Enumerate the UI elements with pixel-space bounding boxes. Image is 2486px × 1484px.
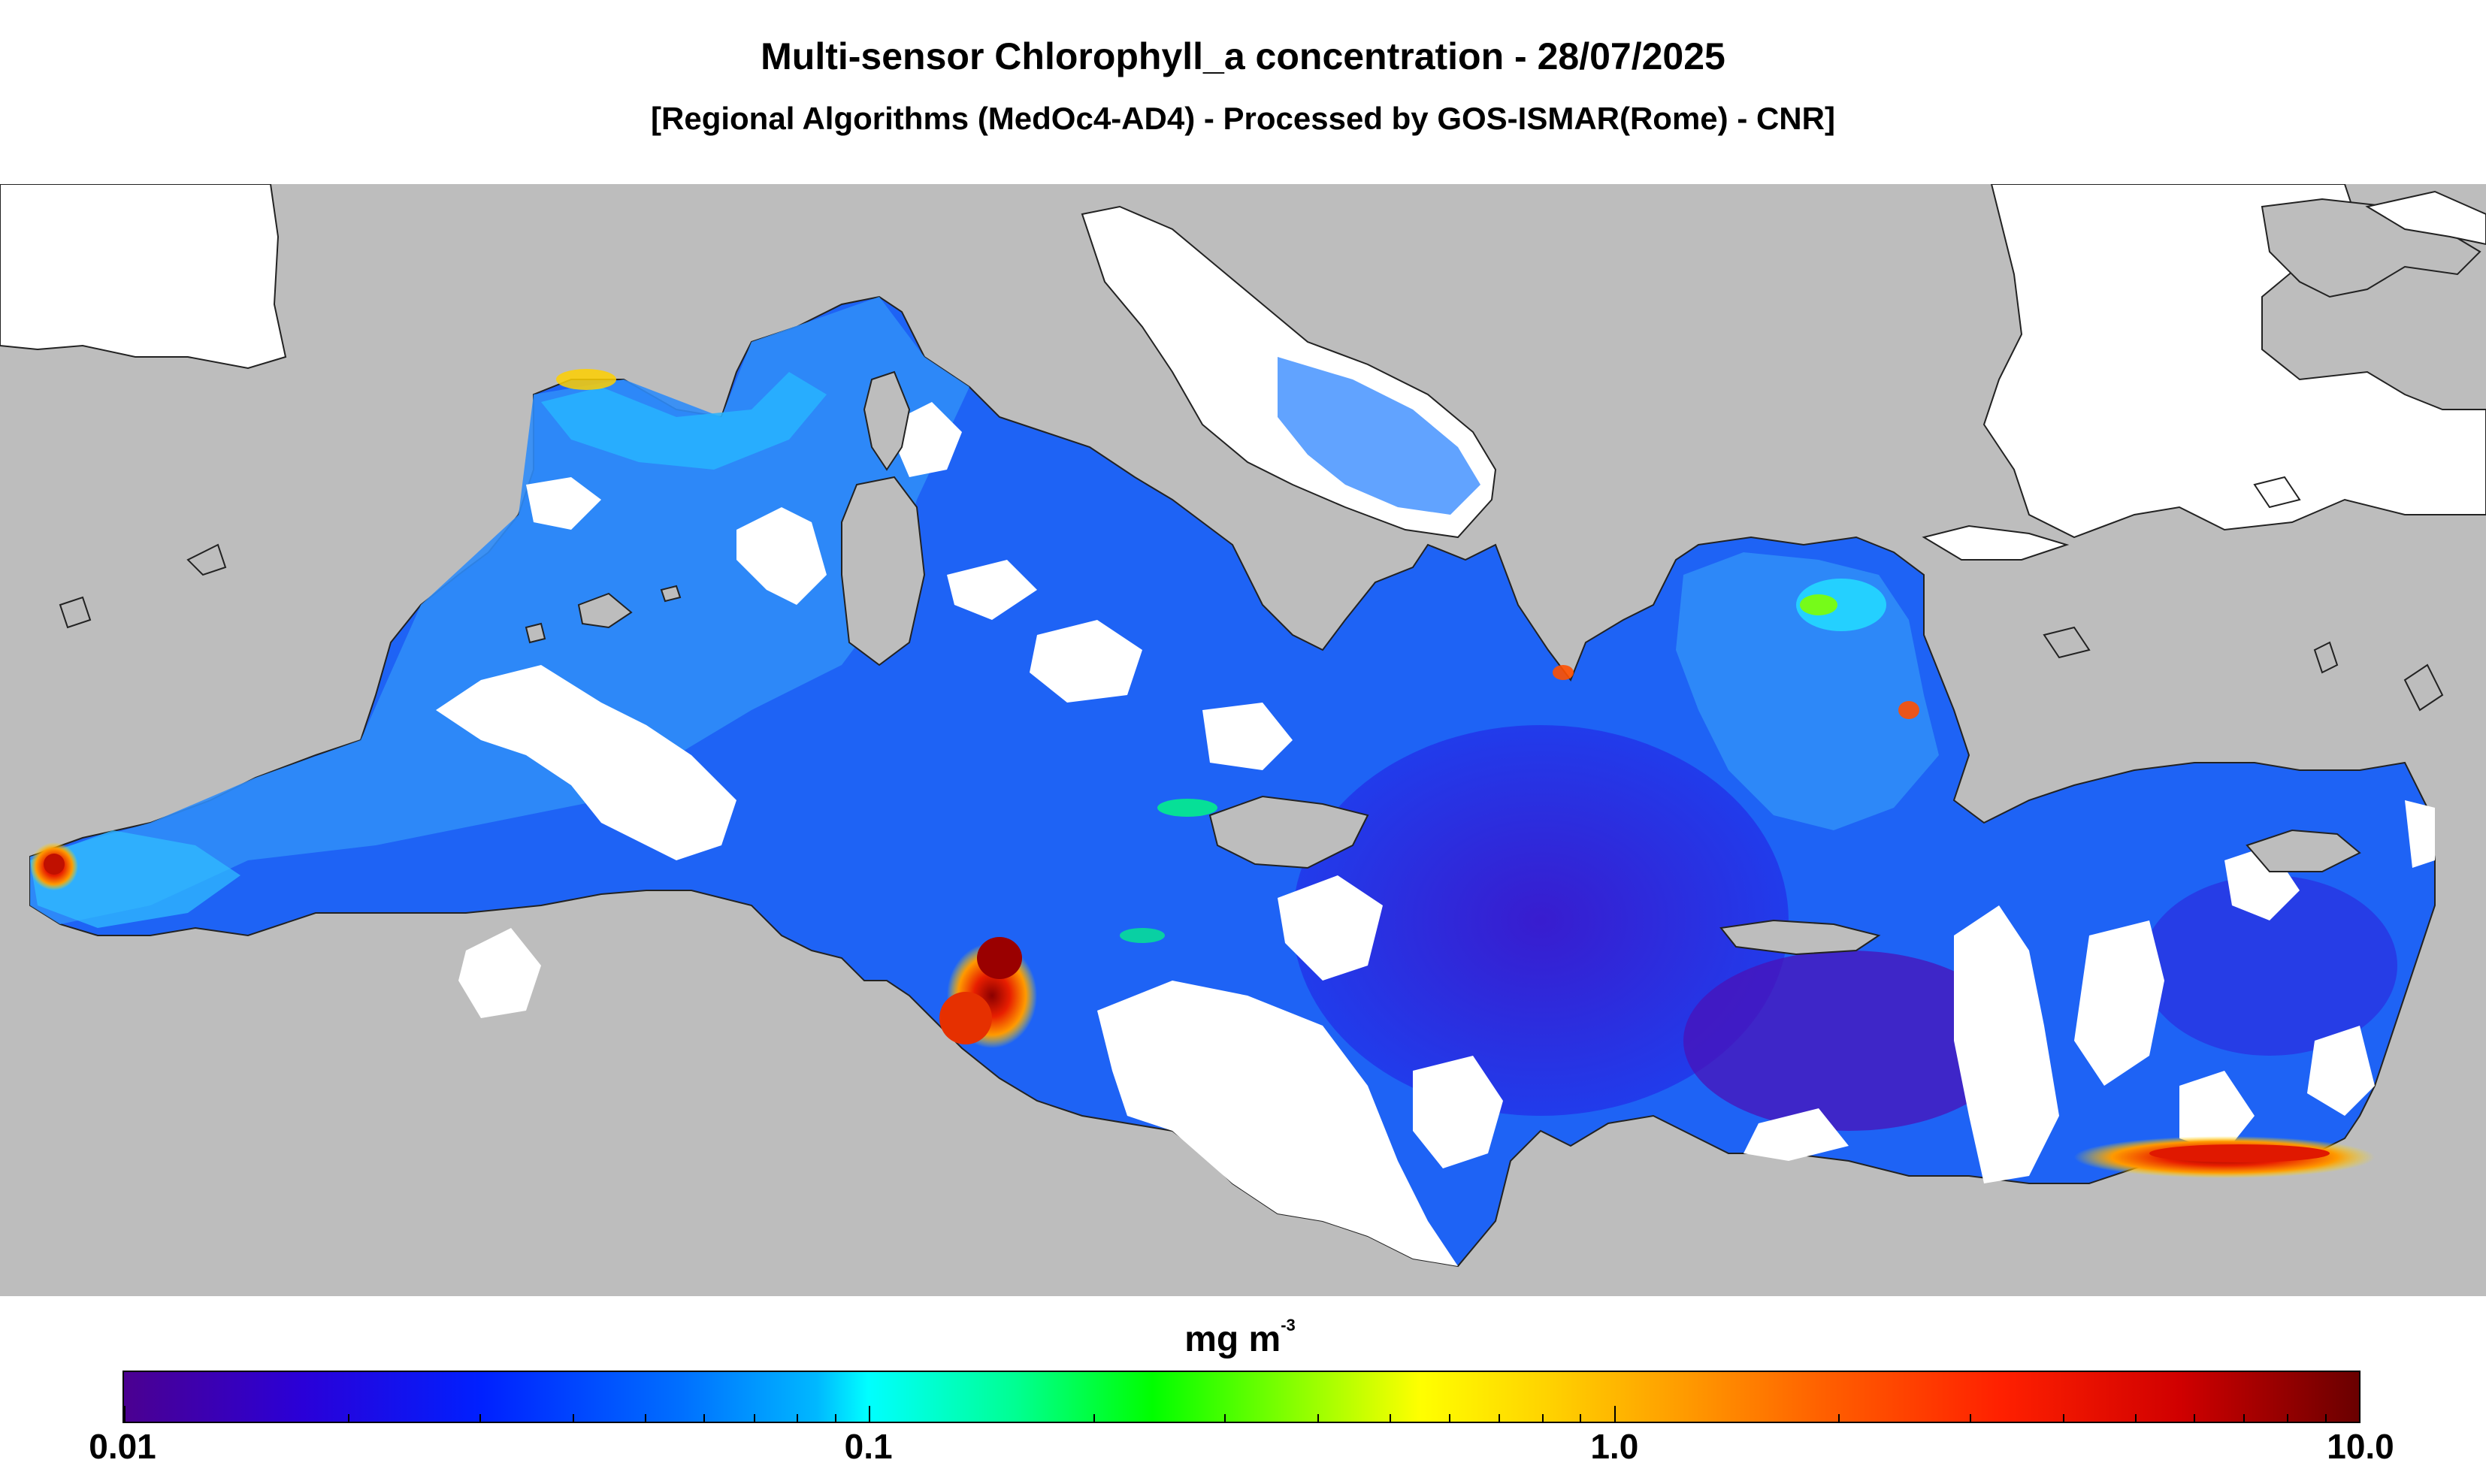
colorbar-minor-tick [1390,1414,1392,1422]
islands [525,370,2361,956]
colorbar-minor-tick [1541,1414,1544,1422]
no-data-patches [436,402,2435,1266]
colorbar-unit: mg m-3 [1184,1316,1296,1359]
colorbar-minor-tick [834,1414,836,1422]
colorbar-minor-tick [572,1414,574,1422]
colorbar-minor-tick [2286,1414,2288,1422]
colorbar-minor-tick [797,1414,799,1422]
colorbar-minor-tick [479,1414,481,1422]
colorbar-label: 10.0 [2327,1427,2394,1466]
sea-of-marmara [1922,524,2070,561]
map-subtitle: [Regional Algorithms (MedOc4-AD4) - Proc… [651,101,1835,136]
levantine-oligotrophic [1683,951,2014,1131]
colorbar-minor-tick [1448,1414,1450,1422]
colorbar-major-tick [124,1406,126,1422]
coastal-blooms [30,369,2375,1178]
black-sea [1982,184,2486,539]
sardinia [841,476,926,666]
colorbar [122,1371,2360,1423]
ionian-oligotrophic [1293,725,1789,1116]
colorbar-minor-tick [703,1414,706,1422]
colorbar-minor-tick [348,1414,350,1422]
colorbar-label: 0.1 [844,1427,893,1466]
land-outlines [59,476,2444,712]
colorbar-major-tick [1613,1406,1616,1422]
alboran-cyan [30,830,240,928]
colorbar-minor-tick [753,1414,755,1422]
corsica [863,370,911,471]
colorbar-minor-tick [2194,1414,2196,1422]
sea-of-azov [2365,190,2486,246]
mallorca [577,592,633,629]
gulf-of-lion-cyan [541,372,827,470]
colorbar-minor-tick [1224,1414,1226,1422]
colorbar-minor-tick [1093,1414,1095,1422]
colorbar-major-tick [869,1406,871,1422]
sicily [1208,795,1369,869]
colorbar-minor-tick [1969,1414,1971,1422]
colorbar-minor-tick [1838,1414,1840,1422]
colorbar-minor-tick [1317,1414,1320,1422]
bay-of-biscay [0,184,287,370]
colorbar-minor-tick [644,1414,646,1422]
colorbar-minor-tick [1580,1414,1582,1422]
colorbar-label: 0.01 [89,1427,156,1466]
colorbar-minor-tick [2062,1414,2064,1422]
colorbar-minor-tick [2243,1414,2246,1422]
chlorophyll-map [0,184,2486,1296]
colorbar-minor-tick [2324,1414,2327,1422]
crete [1719,919,1881,956]
colorbar-minor-tick [1499,1414,1501,1422]
cyprus [2246,829,2361,872]
colorbar-label: 1.0 [1590,1427,1639,1466]
map-title: Multi-sensor Chlorophyll_a concentration… [761,35,1725,77]
colorbar-minor-tick [2134,1414,2137,1422]
